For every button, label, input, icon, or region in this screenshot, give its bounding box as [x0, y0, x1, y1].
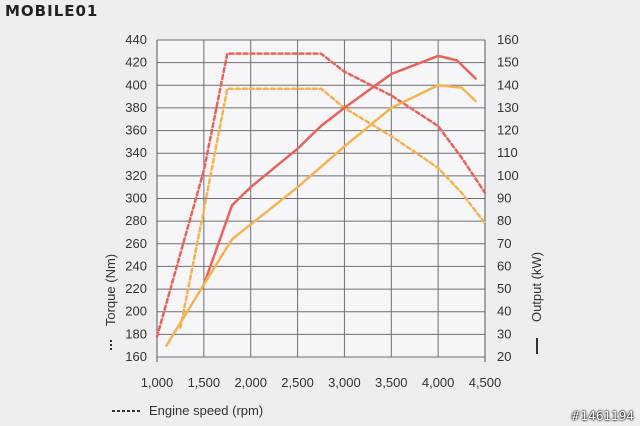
y-left-tick-label: 240: [125, 258, 147, 273]
x-tick-label: 4,000: [422, 375, 455, 390]
y-right-tick-label: 90: [497, 191, 511, 206]
y-left-axis-label: Torque (Nm): [103, 254, 118, 326]
y-right-tick-label: 60: [497, 258, 511, 273]
y-left-tick-label: 200: [125, 304, 147, 319]
y-right-tick-label: 70: [497, 236, 511, 251]
y-left-tick-label: 400: [125, 77, 147, 92]
y-left-tick-label: 380: [125, 100, 147, 115]
x-axis-label: Engine speed (rpm): [149, 403, 263, 418]
y-right-tick-label: 150: [497, 55, 519, 70]
y-right-tick-label: 100: [497, 168, 519, 183]
y-right-tick-label: 30: [497, 326, 511, 341]
y-right-tick-label: 50: [497, 281, 511, 296]
y-left-tick-label: 340: [125, 145, 147, 160]
y-right-tick-label: 20: [497, 349, 511, 364]
y-right-axis-label: Output (kW): [529, 252, 544, 322]
watermark-id: #1461194: [570, 409, 635, 423]
y-left-tick-label: 440: [125, 32, 147, 47]
y-left-tick-label: 420: [125, 55, 147, 70]
y-left-tick-label: 260: [125, 236, 147, 251]
y-right-tick-label: 140: [497, 77, 519, 92]
y-left-tick-label: 320: [125, 168, 147, 183]
x-tick-label: 1,500: [188, 375, 221, 390]
series-line-orange-solid: [165, 84, 477, 347]
y-right-tick-label: 80: [497, 213, 511, 228]
x-tick-label: 3,500: [375, 375, 408, 390]
y-right-tick-label: 160: [497, 32, 519, 47]
x-tick-label: 3,000: [328, 375, 361, 390]
y-left-tick-label: 180: [125, 326, 147, 341]
x-tick-label: 2,000: [234, 375, 267, 390]
y-right-tick-label: 110: [497, 145, 518, 160]
brand-logo: MOBILE01: [5, 2, 99, 20]
y-left-tick-label: 220: [125, 281, 147, 296]
series-line-red-solid: [202, 54, 477, 286]
y-left-tick-label: 360: [125, 123, 147, 138]
x-tick-label: 1,000: [141, 375, 174, 390]
y-right-tick-label: 40: [497, 304, 511, 319]
y-left-tick-label: 280: [125, 213, 147, 228]
y-left-tick-label: 300: [125, 191, 147, 206]
series-line-red-dashed: [155, 52, 487, 338]
y-right-tick-label: 120: [497, 123, 519, 138]
y-left-tick-label: 160: [125, 349, 147, 364]
x-tick-label: 4,500: [469, 375, 502, 390]
x-tick-label: 2,500: [281, 375, 314, 390]
y-right-tick-label: 130: [497, 100, 519, 115]
